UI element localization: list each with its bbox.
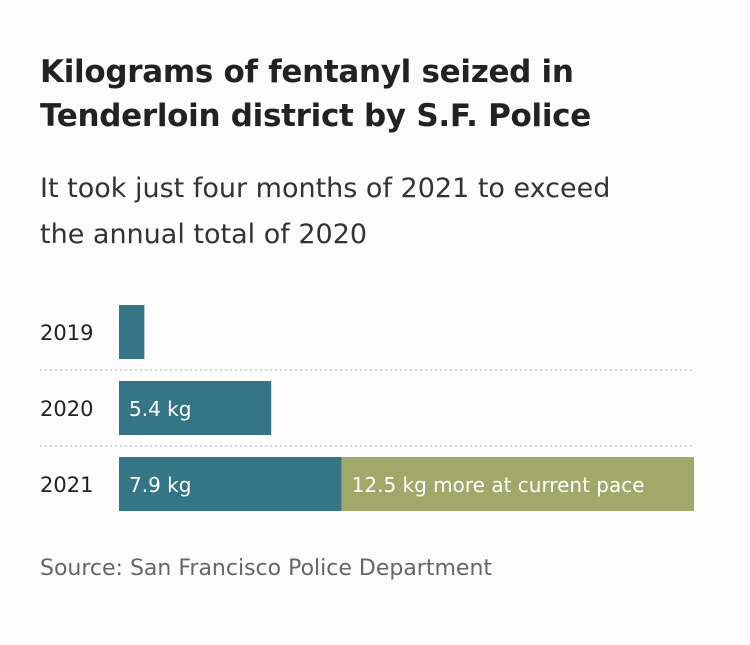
chart-title-line-1: Kilograms of fentanyl seized in: [40, 54, 574, 90]
category-label-2019: 2019: [40, 321, 93, 345]
bar-2021-projected: [341, 457, 694, 511]
category-label-2021: 2021: [40, 473, 93, 497]
chart-subtitle: It took just four months of 2021 to exce…: [40, 166, 730, 258]
chart-title: Kilograms of fentanyl seized in Tenderlo…: [40, 50, 720, 138]
bar-2020-seized: [119, 381, 272, 435]
chart-subtitle-line-2: the annual total of 2020: [40, 219, 368, 250]
data-label-2021-seized: 7.9 kg: [129, 473, 191, 497]
data-label-2020-seized: 5.4 kg: [129, 397, 191, 421]
category-label-2020: 2020: [40, 397, 93, 421]
data-label-2021-projected: 12.5 kg more at current pace: [352, 473, 645, 497]
chart-subtitle-line-1: It took just four months of 2021 to exce…: [40, 173, 611, 204]
chart-title-line-2: Tenderloin district by S.F. Police: [40, 98, 591, 134]
source-note: Source: San Francisco Police Department: [40, 556, 493, 581]
bar-2021-seized: [119, 457, 342, 511]
bar-2019-seized: [119, 305, 145, 359]
bar-chart: 2019 2020 5.4 kg 2021 7.9 kg 12.5 kg more at …: [40, 305, 694, 511]
